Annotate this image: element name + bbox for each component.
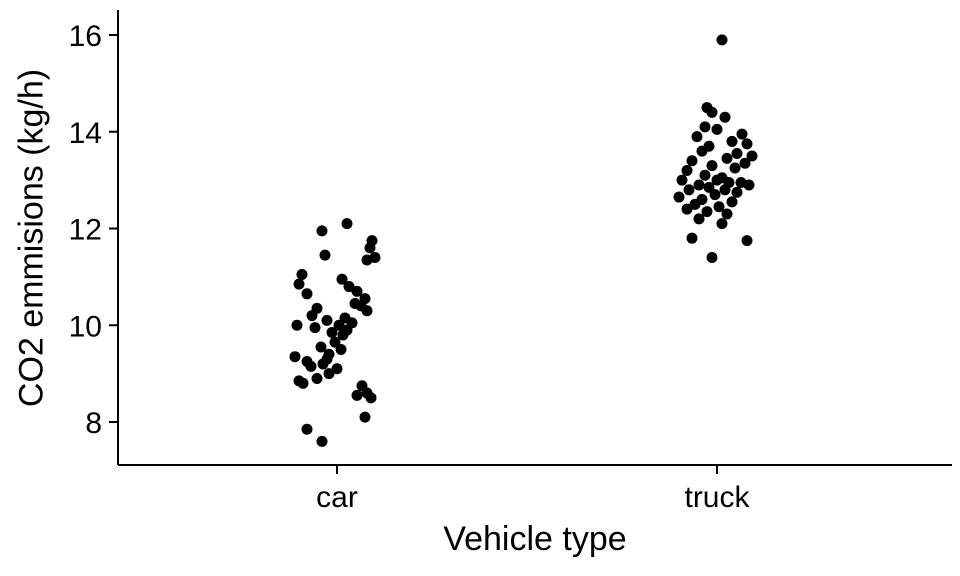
data-point (741, 138, 753, 150)
data-point (719, 111, 731, 123)
data-point (361, 254, 373, 266)
data-point (326, 327, 338, 339)
data-point (731, 186, 743, 198)
data-point (335, 343, 347, 355)
data-point (361, 305, 373, 317)
data-point (703, 181, 715, 193)
data-point (711, 174, 723, 186)
data-point (693, 213, 705, 225)
y-tick-label: 8 (85, 407, 102, 440)
data-point (696, 145, 708, 157)
data-point (293, 278, 305, 290)
data-point (706, 160, 718, 172)
data-point (359, 411, 371, 423)
data-point (716, 218, 728, 230)
data-point (699, 121, 711, 133)
data-point (686, 155, 698, 167)
data-point (731, 148, 743, 160)
data-point (343, 281, 355, 293)
data-point (729, 162, 741, 174)
y-tick-label: 16 (69, 20, 102, 53)
data-point (306, 310, 318, 322)
data-point (311, 372, 323, 384)
data-point (297, 377, 309, 389)
data-point (351, 285, 363, 297)
data-point (315, 341, 327, 353)
data-point (721, 208, 733, 220)
data-point (336, 273, 348, 285)
data-point (333, 319, 345, 331)
data-point (683, 184, 695, 196)
data-point (305, 360, 317, 372)
data-point (686, 232, 698, 244)
data-point (689, 198, 701, 210)
data-point (706, 106, 718, 118)
data-point (721, 152, 733, 164)
data-point (681, 203, 693, 215)
data-point (291, 319, 303, 331)
data-point (289, 351, 301, 363)
data-point (316, 435, 328, 447)
data-point (329, 336, 341, 348)
data-point (301, 423, 313, 435)
data-point (741, 235, 753, 247)
data-point (364, 242, 376, 254)
data-point (693, 179, 705, 191)
data-point (351, 389, 363, 401)
x-tick-label: truck (684, 481, 750, 514)
data-point (323, 368, 335, 380)
data-point (739, 157, 751, 169)
data-point (701, 206, 713, 218)
data-point (316, 225, 328, 237)
data-point (726, 196, 738, 208)
data-point (746, 150, 758, 162)
data-point (331, 363, 343, 375)
data-point (301, 288, 313, 300)
y-axis-title: CO2 emmisions (kg/h) (12, 68, 51, 408)
data-point (743, 179, 755, 191)
data-point (709, 189, 721, 201)
data-point (726, 135, 738, 147)
data-point (309, 322, 321, 334)
data-point (691, 131, 703, 143)
data-point (365, 392, 377, 404)
data-point (676, 174, 688, 186)
y-tick-label: 14 (69, 117, 102, 150)
x-axis-title: Vehicle type (443, 520, 627, 558)
data-point (706, 252, 718, 264)
y-tick-label: 10 (69, 310, 102, 343)
data-point (711, 123, 723, 135)
data-point (736, 128, 748, 140)
data-point (719, 184, 731, 196)
y-tick-label: 12 (69, 214, 102, 247)
data-point (681, 164, 693, 176)
data-point (296, 268, 308, 280)
data-point (321, 314, 333, 326)
data-point (699, 169, 711, 181)
data-point (337, 329, 349, 341)
data-point (319, 249, 331, 261)
x-tick-label: car (316, 481, 358, 514)
data-point (317, 358, 329, 370)
data-point (713, 201, 725, 213)
data-point (673, 191, 685, 203)
data-point (341, 218, 353, 230)
data-point (716, 34, 728, 46)
